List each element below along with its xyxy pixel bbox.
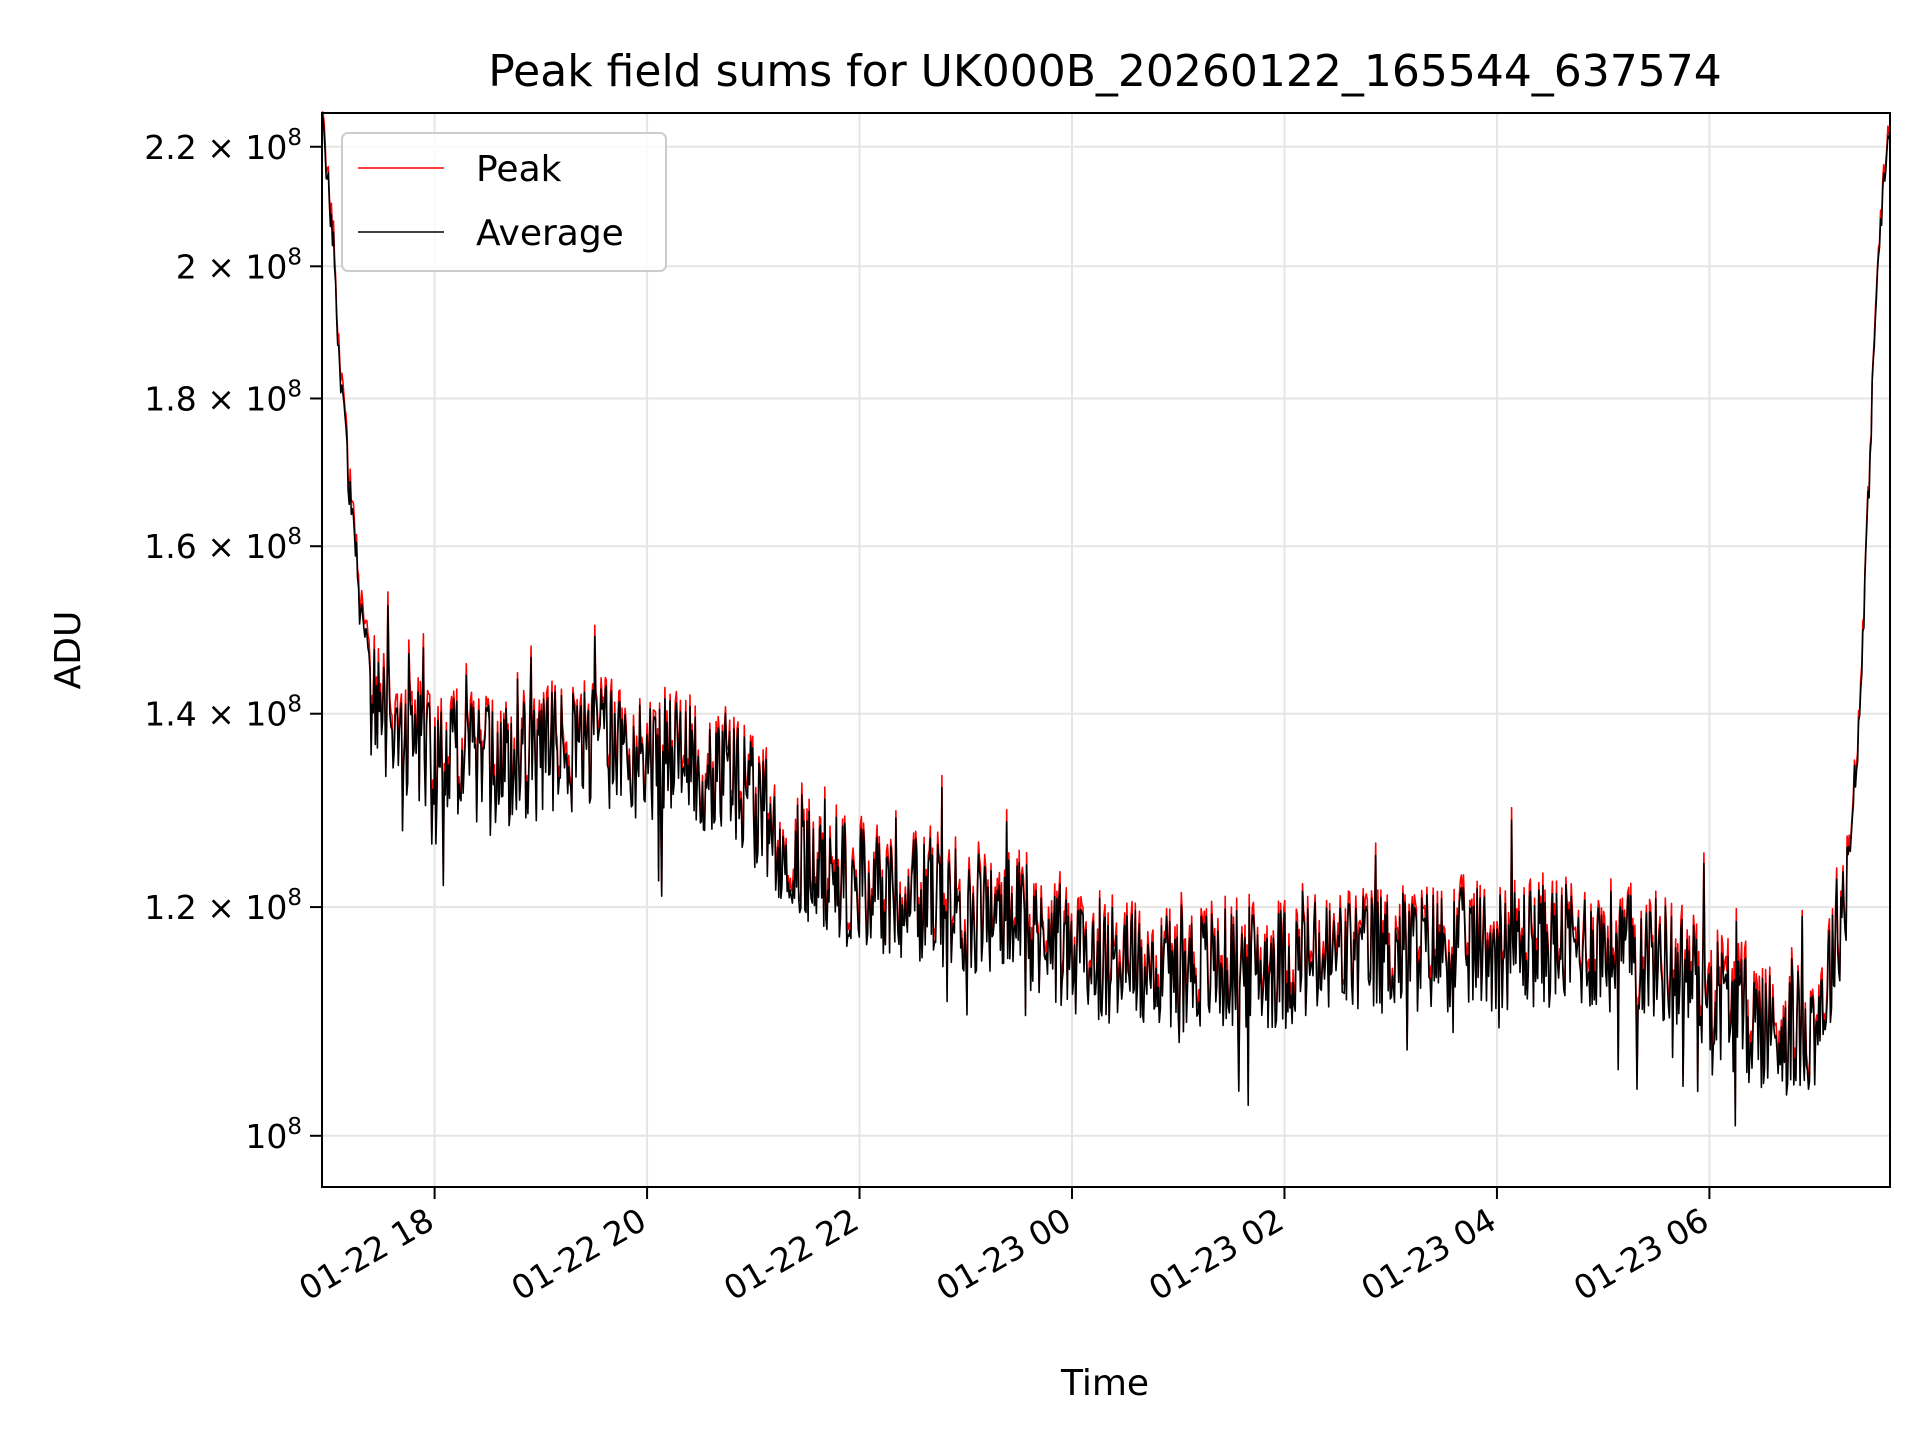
chart-title: Peak field sums for UK000B_20260122_1655… (488, 46, 1722, 97)
x-axis-label: Time (1060, 1363, 1149, 1404)
legend: Peak Average (341, 132, 667, 272)
y-tick-label: 1.4 × 108 (144, 692, 302, 734)
y-tick-label: 1.2 × 108 (144, 885, 302, 927)
y-axis-label: ADU (48, 611, 89, 690)
legend-peak-label: Peak (476, 149, 562, 190)
series-layer (321, 110, 1891, 1127)
y-tick-label: 1.8 × 108 (144, 376, 302, 418)
plot-frame (321, 112, 1891, 1188)
y-tick-label: 1.6 × 108 (144, 524, 302, 566)
y-tick-label: 108 (245, 1114, 302, 1156)
grid (322, 113, 1890, 1187)
y-tick-label: 2 × 108 (176, 244, 302, 286)
y-tick-label: 2.2 × 108 (144, 125, 302, 167)
legend-average-label: Average (476, 213, 624, 254)
series-line-average (321, 117, 1891, 1127)
